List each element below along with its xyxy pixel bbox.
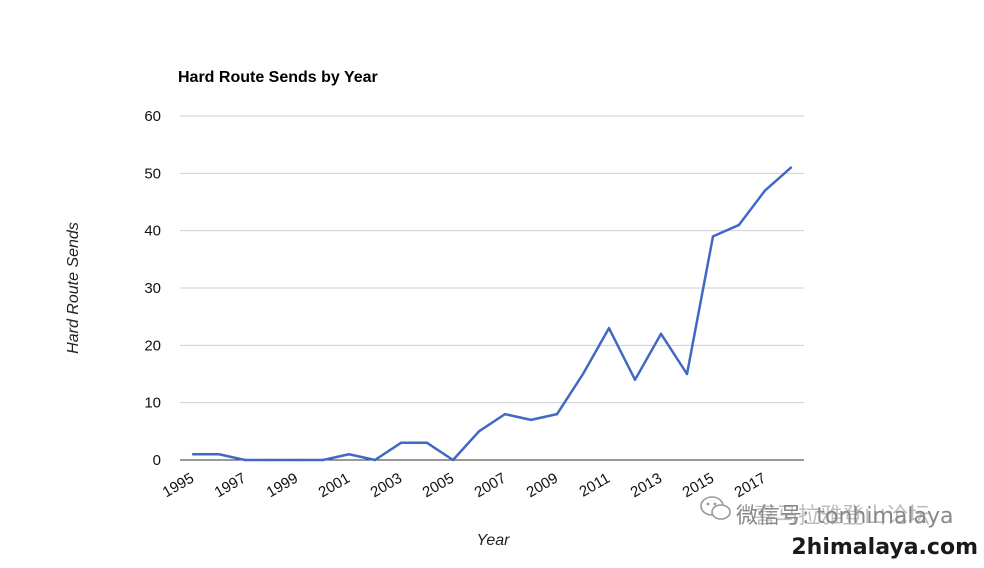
- data-point: [217, 453, 221, 456]
- data-point: [555, 412, 559, 416]
- y-axis-label: Hard Route Sends: [65, 222, 82, 354]
- x-tick-label: 1995: [160, 470, 197, 501]
- data-point: [399, 441, 403, 444]
- series-group: [191, 166, 793, 462]
- data-point: [295, 458, 299, 462]
- y-tick-label: 10: [144, 395, 161, 412]
- chart-title: Hard Route Sends by Year: [178, 69, 378, 86]
- data-point: [633, 378, 637, 381]
- watermark-wechat-id: 微信号: tonhimalaya: [736, 504, 954, 529]
- data-point: [269, 458, 273, 462]
- x-axis-ticks: 1995 1997 1999 2001 2003 2005 2007 2009 2011 2013…: [160, 470, 769, 501]
- x-tick-label: 2013: [628, 470, 665, 501]
- data-point: [659, 332, 663, 336]
- watermark-url: 2himalaya.com: [791, 535, 978, 560]
- data-point: [503, 412, 507, 416]
- x-tick-label: 2001: [316, 470, 353, 501]
- x-tick-label: 2005: [420, 470, 457, 501]
- gridlines: [180, 115, 804, 461]
- data-point: [607, 326, 611, 330]
- y-tick-label: 60: [144, 108, 161, 125]
- data-point: [451, 458, 455, 462]
- data-point: [581, 372, 585, 376]
- y-tick-label: 50: [144, 165, 161, 182]
- data-point: [737, 223, 741, 227]
- y-tick-label: 20: [144, 337, 161, 354]
- data-point: [711, 235, 715, 238]
- data-point: [347, 453, 351, 456]
- data-point: [685, 372, 689, 376]
- data-point: [477, 430, 481, 433]
- series-line: [193, 166, 792, 462]
- data-point: [789, 166, 793, 169]
- wechat-icon: [700, 496, 731, 520]
- x-tick-label: 2003: [368, 470, 405, 501]
- data-point: [529, 418, 533, 422]
- y-axis-ticks: 0 10 20 30 40 50 60: [144, 108, 161, 469]
- x-tick-label: 1999: [264, 470, 301, 501]
- x-tick-label: 1997: [212, 470, 249, 501]
- x-tick-label: 2007: [472, 470, 509, 501]
- y-tick-label: 0: [153, 452, 161, 469]
- data-point: [191, 453, 195, 456]
- x-tick-label: 2009: [524, 470, 561, 501]
- data-point: [243, 458, 247, 462]
- data-point: [425, 441, 429, 444]
- x-tick-label: 2011: [577, 470, 613, 501]
- x-axis-label: Year: [477, 532, 511, 549]
- data-point: [763, 189, 767, 192]
- data-point: [373, 458, 377, 462]
- watermark: 微信号: tonhimalaya 喜马拉雅登山论坛 2himalaya.com: [700, 496, 978, 560]
- y-tick-label: 40: [144, 223, 161, 240]
- y-tick-label: 30: [144, 280, 161, 297]
- watermark-forum-name: 喜马拉雅登山论坛: [754, 504, 930, 529]
- x-tick-label: 2017: [732, 470, 769, 501]
- data-point: [321, 458, 325, 462]
